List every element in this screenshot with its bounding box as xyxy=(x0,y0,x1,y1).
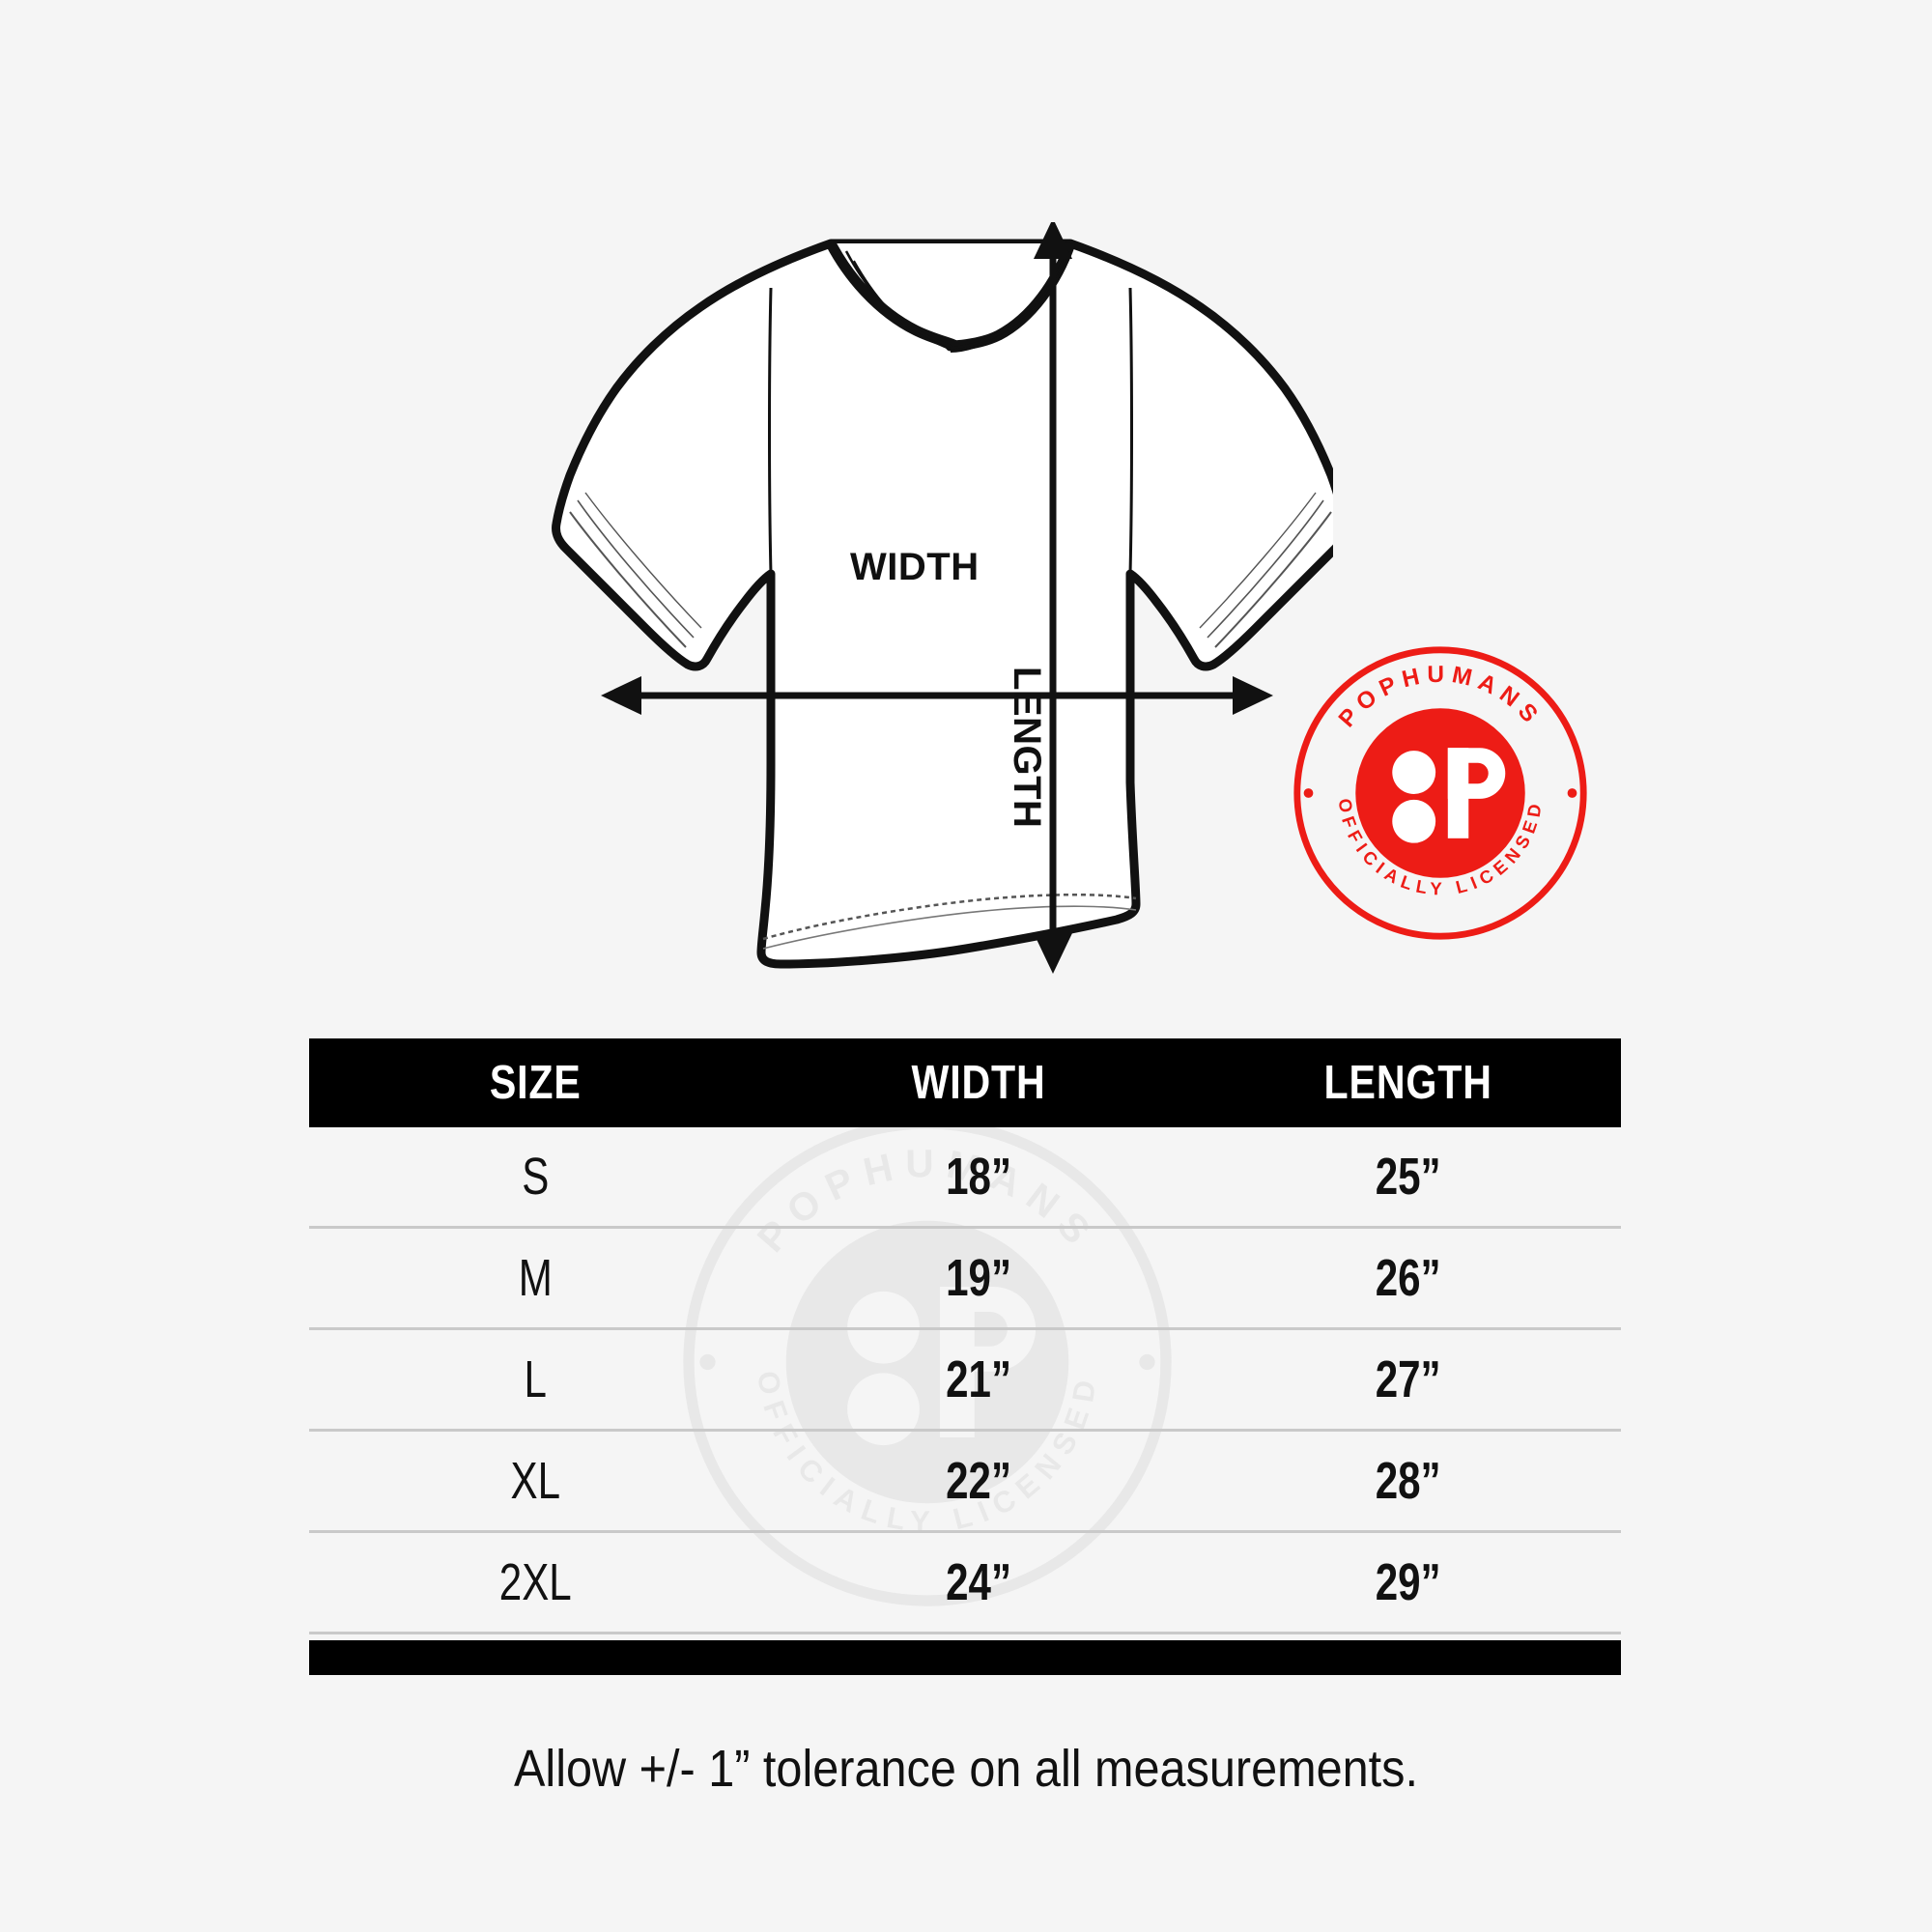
size-chart-table: SIZE WIDTH LENGTH S 18” 25” M 19” 26” L … xyxy=(309,1038,1621,1675)
shirt-left-cuff-stitch-2 xyxy=(577,499,695,639)
tolerance-note-text: Allow +/- 1” tolerance on all measuremen… xyxy=(513,1740,1418,1798)
length-measure-arrow xyxy=(1034,222,1072,974)
cell-length: 25” xyxy=(1375,1148,1441,1206)
shirt-left-shoulder-seam xyxy=(768,287,773,575)
badge-letter-p xyxy=(1447,748,1506,838)
cell-width: 24” xyxy=(945,1553,1011,1611)
table-row: L 21” 27” xyxy=(309,1330,1621,1432)
badge-inner-disc xyxy=(1355,708,1525,878)
badge-outer-ring xyxy=(1293,646,1587,940)
column-header-length: LENGTH xyxy=(1323,1057,1492,1109)
table-row: M 19” 26” xyxy=(309,1229,1621,1330)
badge-side-dot-left xyxy=(1303,788,1314,798)
cell-length: 26” xyxy=(1375,1249,1441,1307)
shirt-right-cuff-stitch-1 xyxy=(1214,511,1332,648)
shirt-hem-stitch xyxy=(762,893,1137,941)
width-measurement-label: WIDTH xyxy=(850,546,980,588)
cell-width: 19” xyxy=(945,1249,1011,1307)
shirt-right-cuff-stitch-2 xyxy=(1207,499,1324,639)
badge-dot-lower xyxy=(1392,799,1436,843)
cell-width: 22” xyxy=(945,1452,1011,1510)
cell-length: 28” xyxy=(1375,1452,1441,1510)
table-row: S 18” 25” xyxy=(309,1127,1621,1229)
tshirt-illustration xyxy=(541,222,1333,995)
table-header-row: SIZE WIDTH LENGTH xyxy=(309,1038,1621,1127)
badge-dot-upper xyxy=(1392,751,1436,794)
cell-length: 29” xyxy=(1375,1553,1441,1611)
cell-size: M xyxy=(518,1249,553,1307)
cell-width: 18” xyxy=(945,1148,1011,1206)
shirt-body-outline xyxy=(552,239,1333,969)
table-row: 2XL 24” 29” xyxy=(309,1533,1621,1634)
width-measure-arrow xyxy=(601,676,1273,715)
shirt-right-cuff-stitch-3 xyxy=(1199,492,1317,629)
cell-size: L xyxy=(524,1350,547,1408)
cell-size: XL xyxy=(510,1452,561,1510)
table-bottom-bar xyxy=(309,1640,1621,1675)
cell-size: 2XL xyxy=(498,1553,572,1611)
cell-length: 27” xyxy=(1375,1350,1441,1408)
shirt-left-cuff-stitch-3 xyxy=(584,492,702,629)
shirt-right-shoulder-seam xyxy=(1128,287,1133,575)
cell-width: 21” xyxy=(945,1350,1011,1408)
shirt-neckline-inner-2 xyxy=(853,260,1064,353)
badge-side-dot-right xyxy=(1567,788,1577,798)
column-header-size: SIZE xyxy=(489,1057,582,1109)
tolerance-note: Allow +/- 1” tolerance on all measuremen… xyxy=(0,1739,1932,1799)
pophumans-official-badge: POPHUMANS OFFICIALLY LICENSED xyxy=(1290,642,1591,944)
shirt-left-cuff-stitch-1 xyxy=(569,511,687,648)
length-measurement-label: LENGTH xyxy=(1006,667,1048,829)
table-row: XL 22” 28” xyxy=(309,1432,1621,1533)
shirt-hem-stitch-2 xyxy=(762,905,1137,950)
column-header-width: WIDTH xyxy=(911,1057,1046,1109)
cell-size: S xyxy=(522,1148,550,1206)
